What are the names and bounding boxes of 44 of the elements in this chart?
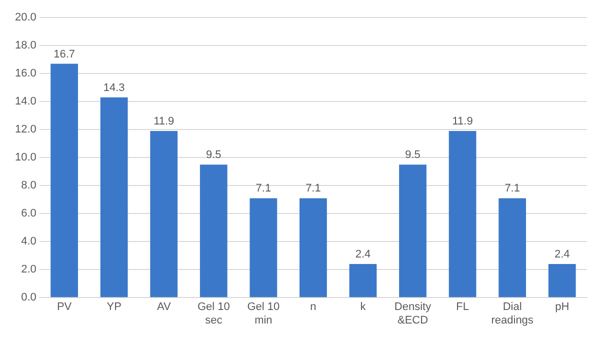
x-tick-label: FL [456, 301, 469, 314]
bar [448, 131, 476, 298]
x-tick-label: k [360, 301, 366, 314]
x-tick-label: Gel 10 sec [197, 301, 230, 326]
y-tick-label: 18.0 [14, 40, 36, 52]
y-tick-label: 0.0 [21, 292, 36, 304]
y-tick-label: 10.0 [14, 152, 36, 164]
bar [50, 64, 78, 298]
y-tick-label: 12.0 [14, 124, 36, 136]
data-label: 7.1 [306, 182, 321, 195]
data-label: 16.7 [54, 48, 76, 60]
bar [100, 97, 128, 298]
bar [300, 198, 327, 298]
bar [498, 198, 526, 298]
x-tick-label: Dial readings [491, 301, 534, 326]
data-label: 2.4 [355, 248, 371, 261]
data-label: 7.1 [504, 182, 520, 195]
x-tick-label: AV [156, 301, 172, 314]
data-label: 14.3 [103, 82, 125, 94]
y-tick-label: 20.0 [14, 12, 36, 24]
bar [399, 164, 426, 298]
y-tick-label: 4.0 [21, 236, 36, 248]
y-tick-label: 2.0 [21, 264, 36, 276]
data-label: 11.9 [154, 116, 174, 128]
data-label: 9.5 [206, 149, 222, 162]
bar [548, 264, 576, 298]
data-label: 2.4 [554, 248, 570, 261]
x-tick-label: YP [106, 301, 122, 314]
bar [150, 131, 178, 298]
bar [349, 264, 377, 298]
bar [200, 164, 228, 298]
x-tick-label: n [310, 301, 316, 314]
y-tick-label: 6.0 [21, 208, 36, 220]
bar [250, 198, 278, 298]
x-tick-label: PV [56, 301, 72, 314]
y-tick-label: 16.0 [14, 68, 36, 80]
data-label: 7.1 [256, 182, 272, 195]
x-tick-label: Density &ECD [394, 301, 432, 326]
y-tick-label: 14.0 [14, 96, 36, 108]
y-tick-label: 8.0 [21, 180, 36, 192]
data-label: 11.9 [452, 116, 473, 128]
x-tick-label: Gel 10 min [247, 301, 280, 326]
data-label: 9.5 [405, 149, 420, 162]
x-tick-label: pH [555, 301, 570, 314]
